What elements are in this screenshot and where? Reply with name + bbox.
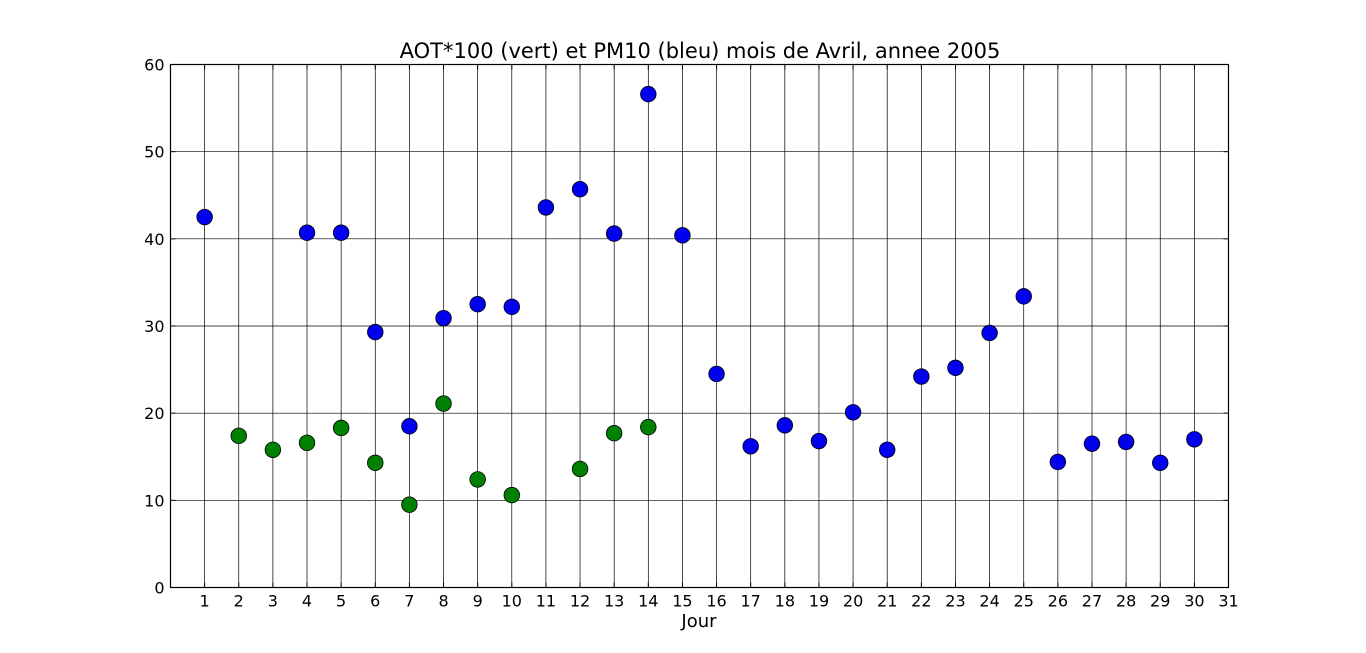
x-tick-label: 14 xyxy=(638,592,658,611)
aot-point xyxy=(332,419,350,437)
x-tick-label: 2 xyxy=(234,592,244,611)
pm10-point xyxy=(708,365,725,383)
aot-point xyxy=(435,395,452,412)
x-tick-label: 8 xyxy=(438,592,448,611)
x-tick-label: 19 xyxy=(809,592,829,611)
pm10-point xyxy=(503,298,520,316)
x-tick-label: 16 xyxy=(706,592,726,611)
x-tick-label: 29 xyxy=(1150,592,1170,611)
y-tick-label: 0 xyxy=(154,579,164,598)
aot-point xyxy=(298,434,316,452)
x-tick-label: 24 xyxy=(979,592,999,611)
grid xyxy=(170,64,1229,588)
x-tick-label: 21 xyxy=(877,592,897,611)
aot-point xyxy=(640,418,657,436)
x-tick-label: 25 xyxy=(1014,592,1034,611)
pm10-point xyxy=(1117,433,1135,451)
x-tick-label: 5 xyxy=(336,592,346,611)
x-tick-label: 22 xyxy=(911,592,931,611)
x-tick-label: 28 xyxy=(1116,592,1136,611)
y-tick-label: 40 xyxy=(144,230,164,249)
pm10-point xyxy=(674,227,691,244)
pm10-point xyxy=(776,417,794,434)
x-tick-label: 30 xyxy=(1184,592,1204,611)
y-tick-label: 20 xyxy=(144,404,164,423)
x-tick-label: 18 xyxy=(775,592,795,611)
aot-point xyxy=(503,486,520,504)
pm10-point xyxy=(1186,431,1203,448)
x-tick-label: 12 xyxy=(570,592,590,611)
aot-point xyxy=(264,441,282,458)
x-tick-label: 11 xyxy=(536,592,556,611)
pm10-point xyxy=(435,309,452,327)
pm10-point xyxy=(469,296,486,313)
x-tick-label: 26 xyxy=(1048,592,1068,611)
x-tick-label: 23 xyxy=(945,592,965,611)
pm10-point xyxy=(981,324,998,342)
pm10-point xyxy=(913,368,930,385)
x-tick-label: 4 xyxy=(302,592,312,611)
pm10-point xyxy=(1015,288,1032,305)
aot-point xyxy=(469,471,486,488)
pm10-point xyxy=(605,225,623,242)
pm10-point xyxy=(332,224,350,241)
x-tick-label: 1 xyxy=(200,592,210,611)
pm10-point xyxy=(1152,454,1169,472)
chart-title: AOT*100 (vert) et PM10 (bleu) mois de Av… xyxy=(400,39,1001,63)
pm10-point xyxy=(742,438,759,455)
pm10-point xyxy=(879,441,896,458)
plot-frame xyxy=(169,63,1230,589)
x-tick-label: 20 xyxy=(843,592,863,611)
pm10-point xyxy=(1049,453,1067,471)
pm10-point xyxy=(640,85,657,103)
x-tick-label: 7 xyxy=(404,592,414,611)
aot-point xyxy=(230,427,247,445)
pm10-point xyxy=(810,432,828,450)
pm10-point xyxy=(571,180,589,198)
x-tick-label: 15 xyxy=(672,592,692,611)
pm10-point xyxy=(844,404,862,421)
aot-point xyxy=(367,454,384,472)
ticks: 1 2 3 4 5 6 7 8 9 10 11 12 13 14 15 16 17 18 19 20 21 22 23 24 2… xyxy=(144,56,1239,611)
y-tick-label: 10 xyxy=(144,491,164,510)
x-tick-label: 3 xyxy=(268,592,278,611)
pm10-point xyxy=(1083,435,1101,452)
y-tick-label: 50 xyxy=(144,143,164,162)
pm10-point xyxy=(947,359,964,377)
pm10-point xyxy=(196,208,213,226)
data-points xyxy=(196,85,1203,513)
x-tick-label: 13 xyxy=(604,592,624,611)
pm10-point xyxy=(367,323,384,341)
aot-point xyxy=(401,496,418,513)
aot-point xyxy=(571,460,589,478)
pm10-point xyxy=(298,224,316,241)
x-tick-label: 31 xyxy=(1218,592,1238,611)
y-tick-label: 30 xyxy=(144,317,164,336)
x-tick-label: 10 xyxy=(502,592,522,611)
y-tick-label: 60 xyxy=(144,56,164,75)
x-tick-label: 17 xyxy=(741,592,761,611)
x-tick-label: 27 xyxy=(1082,592,1102,611)
x-axis-label: Jour xyxy=(680,611,717,632)
pm10-point xyxy=(401,418,418,435)
x-tick-label: 9 xyxy=(473,592,483,611)
pm10-point xyxy=(537,199,555,216)
aot-point xyxy=(605,425,623,442)
x-tick-label: 6 xyxy=(370,592,380,611)
